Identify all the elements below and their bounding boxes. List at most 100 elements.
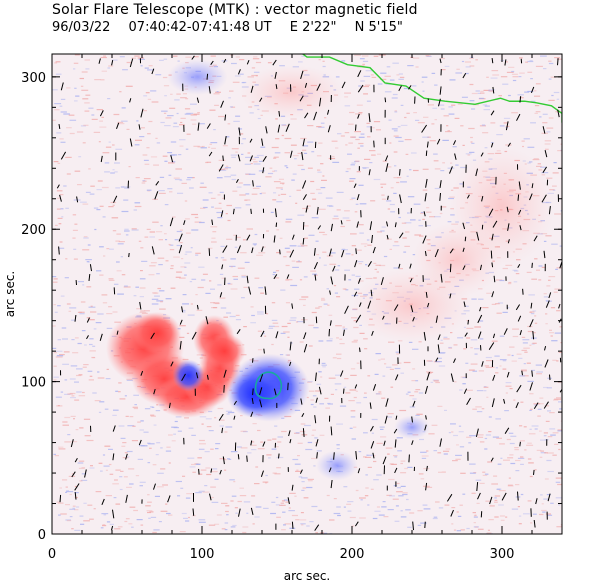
field-vector bbox=[355, 314, 362, 323]
field-vector bbox=[422, 235, 427, 244]
field-vector bbox=[533, 519, 536, 528]
field-vector bbox=[328, 467, 332, 473]
field-vector bbox=[425, 482, 428, 491]
field-vector bbox=[313, 248, 316, 256]
field-vector bbox=[408, 454, 410, 463]
field-vector bbox=[170, 361, 174, 367]
field-vector bbox=[412, 316, 415, 322]
field-vector bbox=[329, 290, 331, 295]
field-vector bbox=[463, 388, 468, 394]
field-vector bbox=[542, 126, 546, 134]
field-vector bbox=[493, 275, 496, 283]
field-vector bbox=[412, 521, 414, 531]
field-vector bbox=[462, 265, 466, 271]
field-vector bbox=[278, 453, 280, 459]
field-vector bbox=[299, 469, 303, 474]
field-vector bbox=[328, 328, 330, 337]
umbra-contour bbox=[254, 371, 283, 400]
field-vector bbox=[60, 151, 67, 160]
field-vector bbox=[233, 400, 238, 405]
field-vector bbox=[543, 401, 549, 409]
field-vector bbox=[517, 491, 519, 501]
field-vector bbox=[370, 289, 373, 297]
field-vector bbox=[522, 288, 524, 295]
field-vector bbox=[426, 465, 428, 472]
field-vector bbox=[304, 82, 308, 88]
field-vector bbox=[557, 109, 560, 118]
y-axis-label: arc sec. bbox=[3, 271, 17, 317]
field-vector bbox=[354, 260, 358, 268]
field-vector bbox=[492, 374, 496, 381]
field-vector bbox=[439, 180, 442, 188]
field-vector bbox=[544, 345, 547, 351]
field-vector bbox=[154, 191, 159, 200]
field-vector bbox=[218, 164, 224, 172]
field-vector bbox=[150, 332, 155, 340]
field-vector bbox=[357, 70, 362, 78]
field-vector bbox=[167, 495, 171, 503]
field-vector bbox=[221, 427, 224, 434]
field-vector bbox=[329, 248, 332, 257]
field-vector bbox=[478, 331, 482, 339]
field-vector bbox=[395, 374, 399, 381]
field-vector bbox=[489, 496, 493, 505]
field-vector bbox=[368, 169, 371, 176]
field-vector bbox=[353, 183, 357, 189]
field-vector bbox=[491, 233, 494, 241]
field-vector bbox=[344, 305, 349, 314]
field-vector bbox=[453, 140, 457, 146]
field-vector bbox=[272, 59, 277, 66]
east-offset: E 2'22" bbox=[289, 20, 337, 35]
x-tick-label: 300 bbox=[490, 547, 515, 562]
field-vector bbox=[488, 342, 495, 350]
field-vector bbox=[233, 415, 236, 420]
field-vector bbox=[198, 468, 200, 475]
field-vector bbox=[301, 413, 305, 418]
field-vector bbox=[425, 292, 428, 298]
field-vector bbox=[547, 493, 551, 502]
field-vector bbox=[237, 154, 241, 162]
field-vector bbox=[58, 246, 60, 255]
field-vector bbox=[490, 110, 495, 116]
field-vector bbox=[421, 124, 428, 133]
field-vector bbox=[151, 68, 155, 75]
field-vector bbox=[356, 193, 360, 201]
field-vector bbox=[84, 469, 87, 478]
field-vector bbox=[398, 85, 402, 92]
field-vector bbox=[462, 222, 466, 230]
observation-info: 96/03/22 07:40:42-07:41:48 UT E 2'22" N … bbox=[52, 20, 417, 35]
field-vector bbox=[541, 194, 547, 203]
field-vector bbox=[237, 454, 240, 460]
field-vector bbox=[76, 196, 79, 203]
field-vector bbox=[548, 292, 552, 299]
field-vector bbox=[56, 184, 60, 189]
field-vector bbox=[490, 250, 493, 259]
field-vector bbox=[477, 492, 481, 500]
field-vector bbox=[196, 304, 199, 310]
field-vector bbox=[436, 138, 441, 145]
field-vector bbox=[492, 220, 498, 228]
field-vector bbox=[515, 402, 519, 409]
field-vector bbox=[263, 348, 265, 354]
field-vector bbox=[222, 456, 225, 465]
field-vector bbox=[479, 264, 482, 271]
plot-frame bbox=[51, 53, 563, 535]
field-vector bbox=[385, 163, 389, 173]
field-vector bbox=[210, 60, 214, 65]
field-vector bbox=[501, 492, 507, 501]
field-vector bbox=[262, 441, 266, 447]
field-vector bbox=[250, 440, 253, 446]
field-vector bbox=[382, 315, 385, 320]
field-vector bbox=[208, 248, 211, 256]
field-vector bbox=[519, 225, 522, 231]
field-vector bbox=[248, 286, 252, 295]
field-vector bbox=[435, 357, 439, 362]
field-vector bbox=[437, 334, 441, 340]
field-vector bbox=[289, 150, 293, 158]
field-vector bbox=[183, 220, 186, 226]
field-vector bbox=[275, 84, 278, 90]
field-vector bbox=[355, 124, 357, 131]
field-vector bbox=[393, 428, 398, 434]
field-vector bbox=[260, 330, 265, 338]
field-vector bbox=[543, 250, 546, 259]
